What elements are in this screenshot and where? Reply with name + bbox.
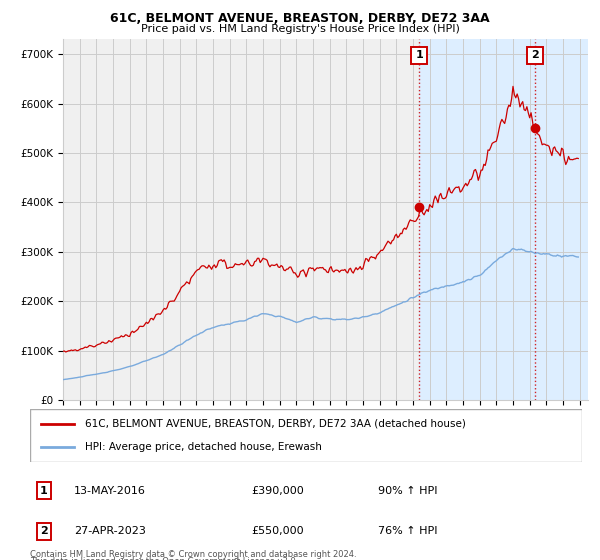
Text: 2: 2: [531, 50, 539, 60]
Text: HPI: Average price, detached house, Erewash: HPI: Average price, detached house, Erew…: [85, 442, 322, 452]
Text: 1: 1: [415, 50, 423, 60]
Text: 61C, BELMONT AVENUE, BREASTON, DERBY, DE72 3AA: 61C, BELMONT AVENUE, BREASTON, DERBY, DE…: [110, 12, 490, 25]
Text: This data is licensed under the Open Government Licence v3.0.: This data is licensed under the Open Gov…: [30, 557, 298, 560]
Text: 27-APR-2023: 27-APR-2023: [74, 526, 146, 536]
Text: £390,000: £390,000: [251, 486, 304, 496]
Bar: [419, 39, 588, 400]
Text: 13-MAY-2016: 13-MAY-2016: [74, 486, 146, 496]
Text: Price paid vs. HM Land Registry's House Price Index (HPI): Price paid vs. HM Land Registry's House …: [140, 24, 460, 34]
Text: £550,000: £550,000: [251, 526, 304, 536]
Text: 90% ↑ HPI: 90% ↑ HPI: [378, 486, 437, 496]
Text: 76% ↑ HPI: 76% ↑ HPI: [378, 526, 437, 536]
Text: 61C, BELMONT AVENUE, BREASTON, DERBY, DE72 3AA (detached house): 61C, BELMONT AVENUE, BREASTON, DERBY, DE…: [85, 419, 466, 429]
Text: 2: 2: [40, 526, 47, 536]
Text: 1: 1: [40, 486, 47, 496]
Text: Contains HM Land Registry data © Crown copyright and database right 2024.: Contains HM Land Registry data © Crown c…: [30, 550, 356, 559]
